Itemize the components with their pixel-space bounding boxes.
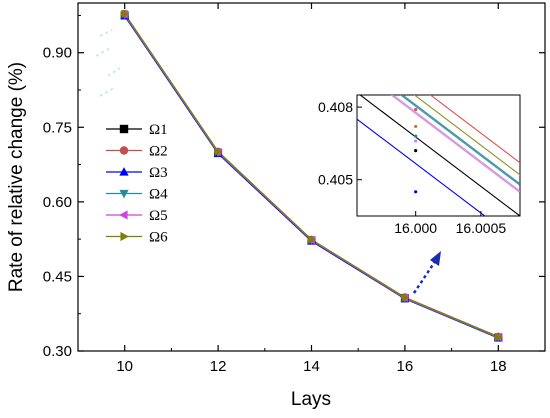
inset-x-tick-label: 16.000 <box>394 220 437 236</box>
inset-series-line <box>359 95 520 216</box>
inset-series-layer <box>357 95 520 216</box>
legend-marker <box>120 231 129 242</box>
y-tick-label: 0.90 <box>43 45 72 62</box>
data-point <box>121 9 130 19</box>
y-tick-label: 0.75 <box>43 119 72 136</box>
data-point <box>308 235 317 245</box>
inset-data-point <box>414 190 418 194</box>
data-point <box>214 147 223 157</box>
inset-series-line <box>413 95 520 176</box>
main-faint-marks <box>95 29 121 97</box>
x-tick-label: 18 <box>490 358 507 375</box>
faint-decoration-mark <box>95 47 111 57</box>
legend-label: Ω4 <box>149 187 168 203</box>
x-tick-label: 16 <box>397 358 414 375</box>
legend-marker <box>119 210 128 220</box>
legend-marker <box>119 124 129 134</box>
y-axis-ticks: 0.30 0.45 0.60 0.75 0.90 <box>43 14 545 360</box>
faint-decoration-mark <box>99 87 115 97</box>
inset-series-line <box>357 118 486 216</box>
legend-label: Ω1 <box>149 122 168 138</box>
inset-y-axis-ticks: 0.405 0.408 <box>318 99 362 188</box>
x-tick-label: 14 <box>303 358 320 375</box>
inset-y-tick-label: 0.405 <box>318 172 353 188</box>
inset-y-tick-label: 0.408 <box>318 99 353 115</box>
inset-x-axis-ticks: 16.000 16.0005 <box>394 211 506 236</box>
data-point <box>401 293 410 303</box>
faint-decoration-mark <box>99 29 113 37</box>
x-tick-label: 10 <box>116 358 133 375</box>
legend-label: Ω5 <box>149 208 168 224</box>
legend-marker <box>119 146 129 155</box>
y-tick-label: 0.30 <box>43 343 72 360</box>
legend: Ω1 Ω2 Ω3 Ω4 Ω5 Ω6 <box>106 122 168 246</box>
x-tick-label: 12 <box>210 358 227 375</box>
inset-data-point <box>414 139 418 143</box>
y-tick-label: 0.45 <box>43 268 72 285</box>
legend-label: Ω2 <box>149 144 168 160</box>
inset-series-line <box>429 95 520 164</box>
x-axis-ticks: 10 12 14 16 18 <box>77 3 546 375</box>
main-series-layer <box>120 9 503 343</box>
inset-data-point <box>414 134 418 138</box>
inset-data-point <box>414 124 418 129</box>
data-point <box>494 332 503 342</box>
legend-marker <box>119 189 129 199</box>
inset-series-line <box>390 95 520 193</box>
x-axis-label: Lays <box>291 389 331 410</box>
legend-label: Ω6 <box>149 230 168 246</box>
y-tick-label: 0.60 <box>43 194 72 211</box>
inset-x-tick-label: 16.0005 <box>456 220 507 236</box>
legend-label: Ω3 <box>149 165 168 181</box>
zoom-pointer-arrow <box>412 251 441 294</box>
faint-decoration-mark <box>107 67 121 77</box>
y-axis-label: Rate of relative change (%) <box>6 62 27 292</box>
inset-series-line <box>399 95 520 186</box>
inset-data-point <box>414 149 418 153</box>
legend-marker <box>119 167 129 176</box>
inset-data-point <box>414 107 418 112</box>
